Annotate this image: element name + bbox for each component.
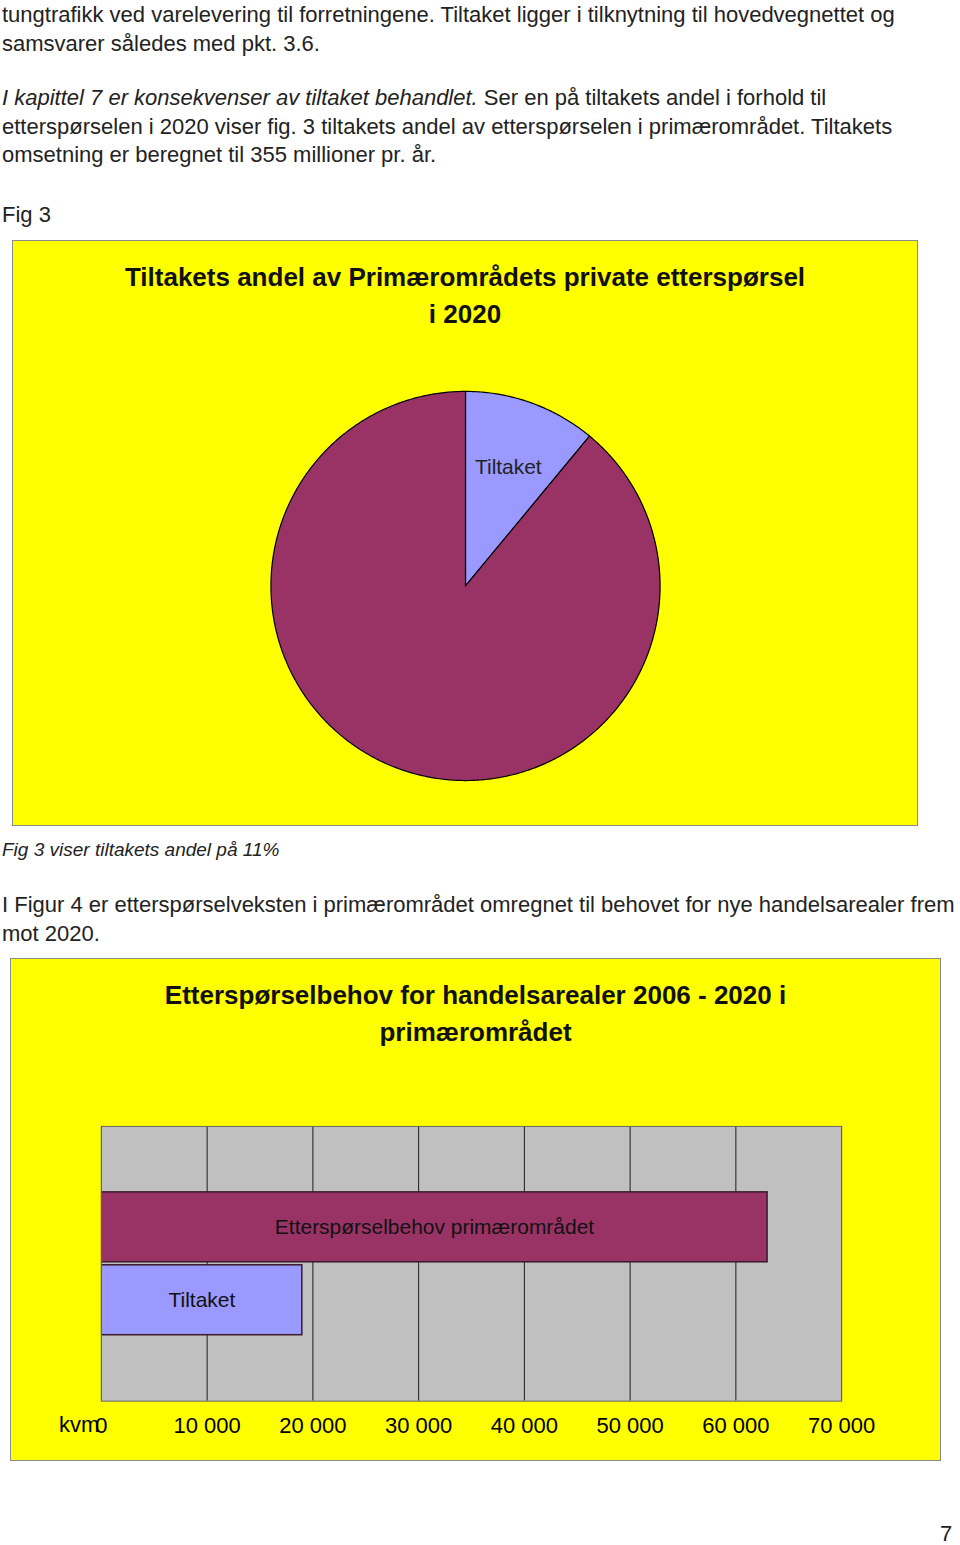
svg-text:60 000: 60 000 [702, 1413, 769, 1438]
svg-text:Tiltaket: Tiltaket [475, 455, 542, 478]
svg-text:10 000: 10 000 [174, 1413, 241, 1438]
svg-text:70 000: 70 000 [808, 1413, 875, 1438]
svg-text:Etterspørselbehov primærområde: Etterspørselbehov primærområdet [275, 1215, 594, 1238]
svg-text:40 000: 40 000 [491, 1413, 558, 1438]
svg-text:Tiltaket: Tiltaket [168, 1288, 235, 1311]
svg-text:30 000: 30 000 [385, 1413, 452, 1438]
svg-text:20 000: 20 000 [279, 1413, 346, 1438]
svg-text:50 000: 50 000 [597, 1413, 664, 1438]
